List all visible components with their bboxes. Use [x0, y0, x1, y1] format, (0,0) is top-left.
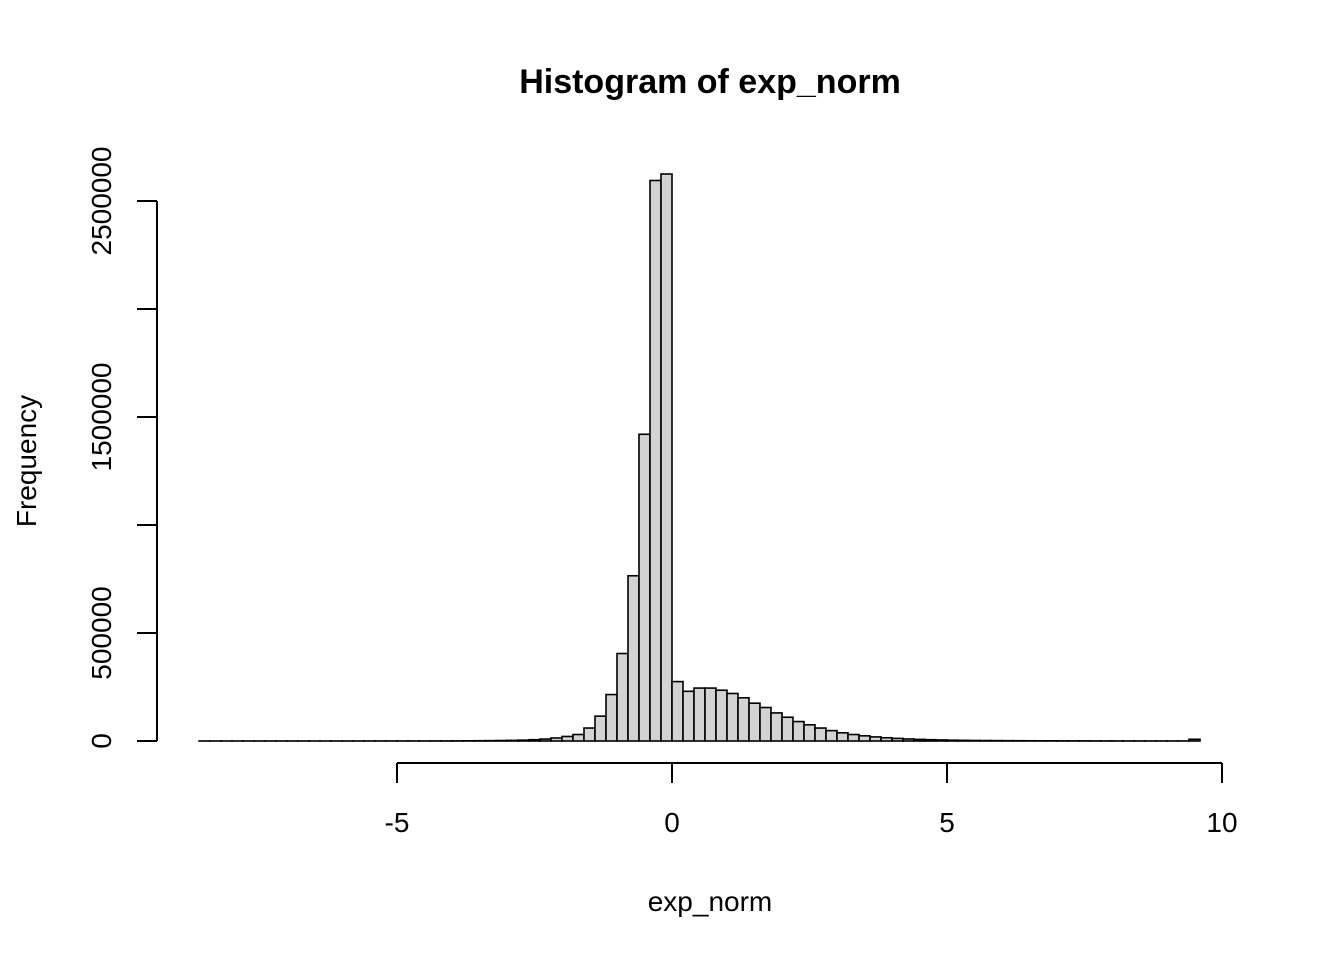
histogram-bar — [572, 733, 585, 742]
histogram-bar — [792, 720, 805, 742]
histogram-bar — [913, 738, 926, 742]
histogram-bar — [616, 652, 629, 742]
histogram-bar — [891, 737, 904, 742]
x-axis: -5 0 5 10 — [385, 762, 1238, 838]
histogram-bar — [539, 738, 552, 742]
histogram-bar — [935, 739, 948, 742]
histogram-bar — [649, 179, 662, 742]
histogram-bar — [704, 687, 717, 742]
y-axis: 0 500000 1500000 2500000 — [86, 146, 158, 749]
x-tick-label: -5 — [385, 807, 410, 838]
histogram-bar — [770, 712, 783, 742]
y-tick-label: 500000 — [86, 586, 117, 679]
y-tick-label: 1500000 — [86, 362, 117, 471]
histogram-bar — [880, 736, 893, 742]
histogram-bar — [836, 731, 849, 742]
histogram-bar — [638, 433, 651, 742]
histogram-bar — [528, 738, 541, 742]
histogram-bar — [759, 706, 772, 742]
x-tick-label: 0 — [664, 807, 680, 838]
histogram-bar — [902, 738, 915, 742]
histogram-bar — [957, 739, 970, 742]
chart-title: Histogram of exp_norm — [519, 63, 901, 101]
y-axis-title: Frequency — [11, 395, 42, 527]
histogram-bar — [660, 173, 673, 742]
histogram-bar — [748, 702, 761, 742]
histogram-bar — [506, 739, 519, 742]
histogram-bar — [858, 735, 871, 742]
histogram-bar — [726, 692, 739, 742]
histogram-bar — [583, 727, 596, 742]
histogram-bar — [737, 696, 750, 742]
histogram-bar — [803, 723, 816, 742]
histogram-bar — [671, 680, 684, 742]
histogram-bar — [924, 738, 937, 742]
y-tick-label: 2500000 — [86, 146, 117, 255]
histogram-bar — [561, 735, 574, 742]
histogram-bar — [946, 739, 959, 742]
histogram-bar — [693, 687, 706, 742]
histogram-bar — [605, 693, 618, 742]
x-axis-title: exp_norm — [648, 886, 773, 917]
histogram-bar — [682, 690, 695, 742]
histogram-bar — [847, 733, 860, 742]
histogram-bar — [594, 715, 607, 742]
histogram-bar — [869, 736, 882, 742]
histogram-bar — [550, 737, 563, 742]
histogram-bar — [627, 574, 640, 742]
histogram-bars — [198, 173, 1201, 742]
histogram-bar — [517, 739, 530, 742]
x-tick-label: 10 — [1206, 807, 1237, 838]
x-tick-label: 5 — [939, 807, 955, 838]
histogram-bar — [814, 727, 827, 742]
histogram-bar — [968, 739, 981, 742]
histogram-bar — [781, 716, 794, 742]
y-tick-label: 0 — [86, 733, 117, 749]
histogram-bar — [715, 689, 728, 742]
histogram-bar — [1188, 738, 1201, 742]
histogram-bar — [825, 729, 838, 742]
